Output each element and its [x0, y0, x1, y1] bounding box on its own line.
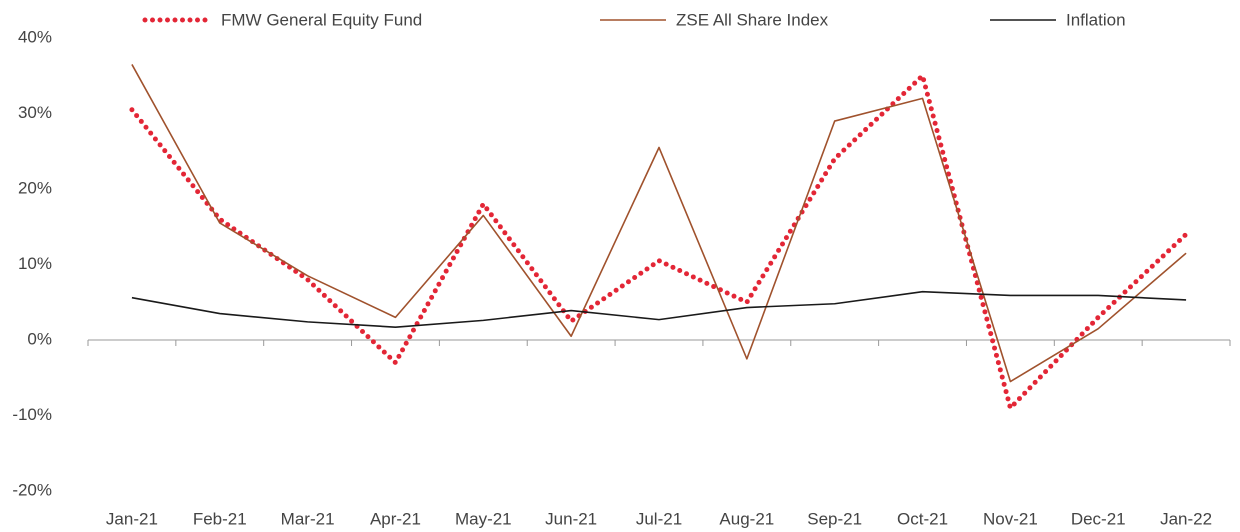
- x-tick-label: Mar-21: [281, 509, 335, 528]
- x-tick-label: Dec-21: [1071, 509, 1126, 528]
- legend-label: FMW General Equity Fund: [221, 10, 422, 29]
- x-tick-label: Apr-21: [370, 509, 421, 528]
- x-tick-label: Jun-21: [545, 509, 597, 528]
- x-tick-label: May-21: [455, 509, 512, 528]
- x-tick-label: Jan-22: [1160, 509, 1212, 528]
- x-tick-label: Feb-21: [193, 509, 247, 528]
- y-tick-label: -10%: [12, 405, 52, 424]
- x-tick-label: Sep-21: [807, 509, 862, 528]
- series-line: [131, 64, 1187, 383]
- y-tick-label: 40%: [18, 27, 52, 46]
- series-line: [129, 73, 1189, 411]
- y-tick-label: -20%: [12, 480, 52, 499]
- legend-label: Inflation: [1066, 10, 1126, 29]
- y-tick-label: 0%: [27, 329, 52, 348]
- legend-label: ZSE All Share Index: [676, 10, 829, 29]
- y-tick-label: 10%: [18, 254, 52, 273]
- x-tick-label: Nov-21: [983, 509, 1038, 528]
- x-tick-label: Oct-21: [897, 509, 948, 528]
- y-tick-label: 30%: [18, 103, 52, 122]
- series-line: [131, 290, 1187, 328]
- x-tick-label: Aug-21: [719, 509, 774, 528]
- x-tick-label: Jul-21: [636, 509, 682, 528]
- x-tick-label: Jan-21: [106, 509, 158, 528]
- y-tick-label: 20%: [18, 178, 52, 197]
